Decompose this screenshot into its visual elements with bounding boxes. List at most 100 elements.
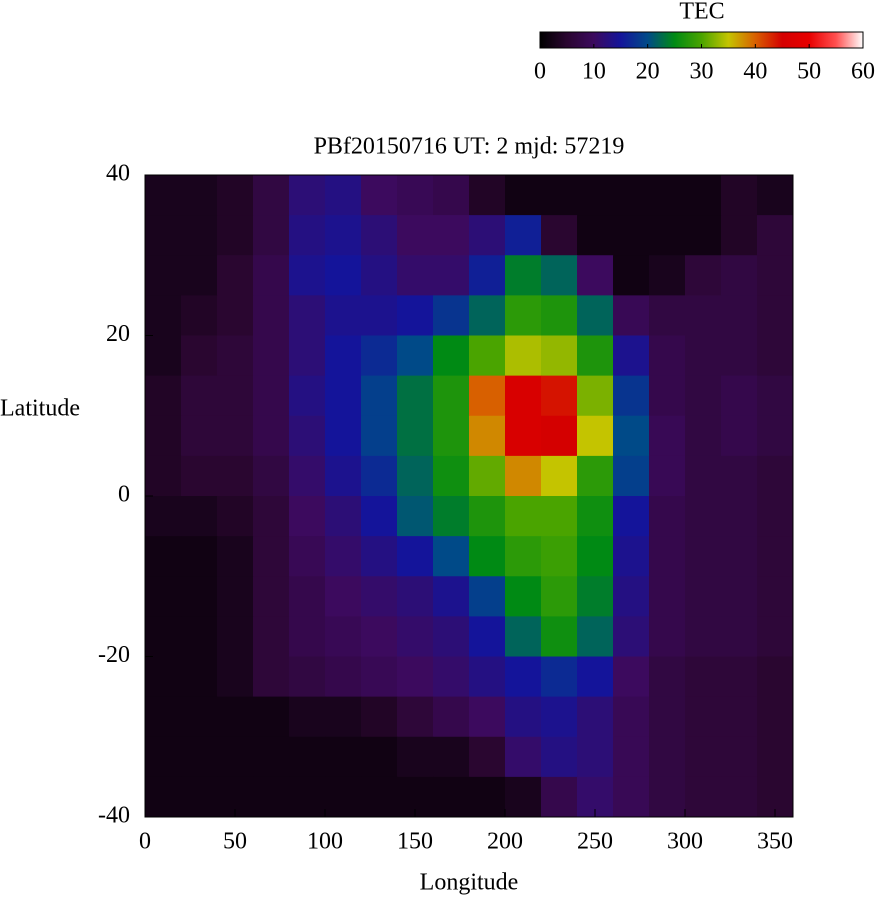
heatmap-cell — [577, 415, 614, 457]
heatmap-cell — [397, 215, 434, 256]
heatmap-cell — [757, 616, 794, 657]
heatmap-cell — [325, 616, 362, 657]
heatmap-cell — [397, 455, 434, 497]
heatmap-cell — [613, 175, 650, 216]
heatmap-cell — [721, 215, 758, 256]
heatmap-cell — [397, 375, 434, 417]
heatmap-cell — [145, 736, 182, 778]
heatmap-cell — [253, 616, 290, 657]
heatmap-cell — [577, 696, 614, 738]
heatmap-cell — [649, 496, 686, 537]
heatmap-cell — [577, 175, 614, 216]
heatmap-cell — [685, 536, 722, 577]
heatmap-cell — [685, 175, 722, 216]
heatmap-cell — [721, 335, 758, 377]
y-tick-label: 20 — [106, 321, 130, 347]
heatmap-cell — [433, 776, 470, 818]
heatmap-cell — [685, 415, 722, 457]
heatmap-cell — [397, 415, 434, 457]
heatmap-cell — [685, 496, 722, 537]
heatmap-cell — [397, 295, 434, 336]
heatmap-cell — [685, 375, 722, 417]
heatmap-cell — [433, 536, 470, 577]
heatmap-cell — [721, 576, 758, 617]
heatmap-cell — [181, 215, 218, 256]
heatmap-cell — [541, 375, 578, 417]
heatmap-cell — [145, 175, 182, 216]
heatmap-cell — [325, 215, 362, 256]
heatmap-cell — [505, 375, 542, 417]
heatmap-cell — [145, 255, 182, 296]
heatmap-cell — [469, 776, 506, 818]
heatmap-cell — [145, 576, 182, 617]
heatmap-cell — [649, 215, 686, 256]
heatmap-cell — [469, 375, 506, 417]
heatmap-cell — [253, 175, 290, 216]
heatmap-cell — [757, 295, 794, 336]
heatmap-cell — [541, 776, 578, 818]
heatmap-cell — [685, 335, 722, 377]
heatmap-cell — [181, 335, 218, 377]
heatmap-cell — [289, 616, 326, 657]
heatmap-cell — [289, 175, 326, 216]
heatmap-cell — [613, 455, 650, 497]
heatmap-cell — [361, 295, 398, 336]
heatmap-cell — [613, 255, 650, 296]
heatmap-cell — [721, 616, 758, 657]
colorbar-tick-label: 30 — [690, 59, 714, 85]
colorbar-tick-label: 50 — [797, 59, 821, 85]
heatmap-cell — [757, 455, 794, 497]
heatmap-cell — [613, 215, 650, 256]
heatmap-cell — [253, 656, 290, 698]
heatmap-cell — [433, 295, 470, 336]
heatmap-cell — [505, 175, 542, 216]
heatmap-cell — [433, 656, 470, 698]
heatmap-cell — [505, 295, 542, 336]
heatmap-cell — [325, 175, 362, 216]
heatmap-cell — [541, 656, 578, 698]
heatmap-cell — [181, 175, 218, 216]
heatmap-cell — [289, 455, 326, 497]
heatmap-cell — [181, 736, 218, 778]
heatmap-cell — [289, 576, 326, 617]
x-tick-label: 150 — [397, 829, 433, 855]
heatmap-cell — [469, 415, 506, 457]
heatmap-cell — [217, 656, 254, 698]
heatmap-cell — [577, 536, 614, 577]
heatmap-cell — [613, 375, 650, 417]
heatmap-cell — [721, 295, 758, 336]
x-tick-label: 100 — [307, 829, 343, 855]
heatmap-cell — [397, 335, 434, 377]
heatmap-cell — [721, 255, 758, 296]
x-tick-label: 50 — [223, 829, 247, 855]
heatmap-cell — [325, 696, 362, 738]
heatmap-cell — [181, 375, 218, 417]
heatmap-cell — [541, 616, 578, 657]
heatmap-cell — [181, 696, 218, 738]
heatmap-cell — [577, 255, 614, 296]
colorbar-tick-label: 20 — [636, 59, 660, 85]
heatmap-cell — [649, 335, 686, 377]
x-tick-label: 300 — [667, 829, 703, 855]
heatmap-cell — [253, 776, 290, 818]
heatmap-cell — [721, 696, 758, 738]
heatmap-cell — [685, 255, 722, 296]
heatmap-cell — [433, 696, 470, 738]
heatmap-cell — [469, 616, 506, 657]
heatmap-cell — [613, 415, 650, 457]
heatmap-cell — [325, 736, 362, 778]
heatmap-cell — [469, 536, 506, 577]
heatmap-cell — [613, 736, 650, 778]
heatmap-cell — [613, 335, 650, 377]
heatmap-cell — [361, 736, 398, 778]
y-tick-label: 40 — [106, 161, 130, 187]
heatmap-cell — [325, 656, 362, 698]
heatmap-cell — [361, 656, 398, 698]
heatmap-cell — [325, 536, 362, 577]
heatmap-cell — [361, 415, 398, 457]
heatmap-cell — [253, 536, 290, 577]
heatmap-cell — [217, 295, 254, 336]
heatmap-cell — [361, 175, 398, 216]
heatmap-cell — [397, 656, 434, 698]
heatmap-cell — [649, 536, 686, 577]
